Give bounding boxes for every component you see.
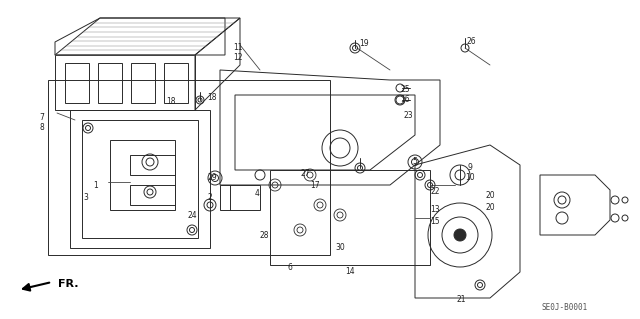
Circle shape (454, 229, 466, 241)
Text: FR.: FR. (58, 279, 79, 289)
Text: 22: 22 (430, 188, 440, 197)
Text: 14: 14 (345, 268, 355, 277)
Text: 6: 6 (287, 263, 292, 272)
Text: 8: 8 (40, 123, 44, 132)
Text: 16: 16 (400, 95, 410, 105)
Text: 17: 17 (310, 181, 320, 189)
Text: 11: 11 (233, 43, 243, 53)
Text: 13: 13 (430, 205, 440, 214)
Text: 30: 30 (335, 243, 345, 253)
Text: 28: 28 (259, 231, 269, 240)
Text: 19: 19 (359, 40, 369, 48)
Text: 9: 9 (468, 164, 472, 173)
Text: 24: 24 (187, 211, 197, 219)
Text: 18: 18 (207, 93, 217, 102)
Text: 20: 20 (485, 204, 495, 212)
Text: 2: 2 (207, 194, 212, 203)
Text: 18: 18 (166, 98, 176, 107)
Text: 15: 15 (430, 218, 440, 226)
Text: 7: 7 (40, 114, 44, 122)
Text: 12: 12 (233, 54, 243, 63)
Text: 27: 27 (300, 168, 310, 177)
Text: 21: 21 (456, 295, 466, 305)
Text: 1: 1 (93, 181, 99, 189)
Text: 3: 3 (84, 194, 88, 203)
Text: 4: 4 (255, 189, 259, 197)
Text: 29: 29 (207, 174, 217, 182)
Text: 10: 10 (465, 174, 475, 182)
Text: 5: 5 (413, 158, 417, 167)
Text: 20: 20 (485, 190, 495, 199)
Text: 23: 23 (403, 110, 413, 120)
Text: 26: 26 (466, 38, 476, 47)
Text: SE0J-B0001: SE0J-B0001 (542, 302, 588, 311)
Text: 25: 25 (400, 85, 410, 94)
